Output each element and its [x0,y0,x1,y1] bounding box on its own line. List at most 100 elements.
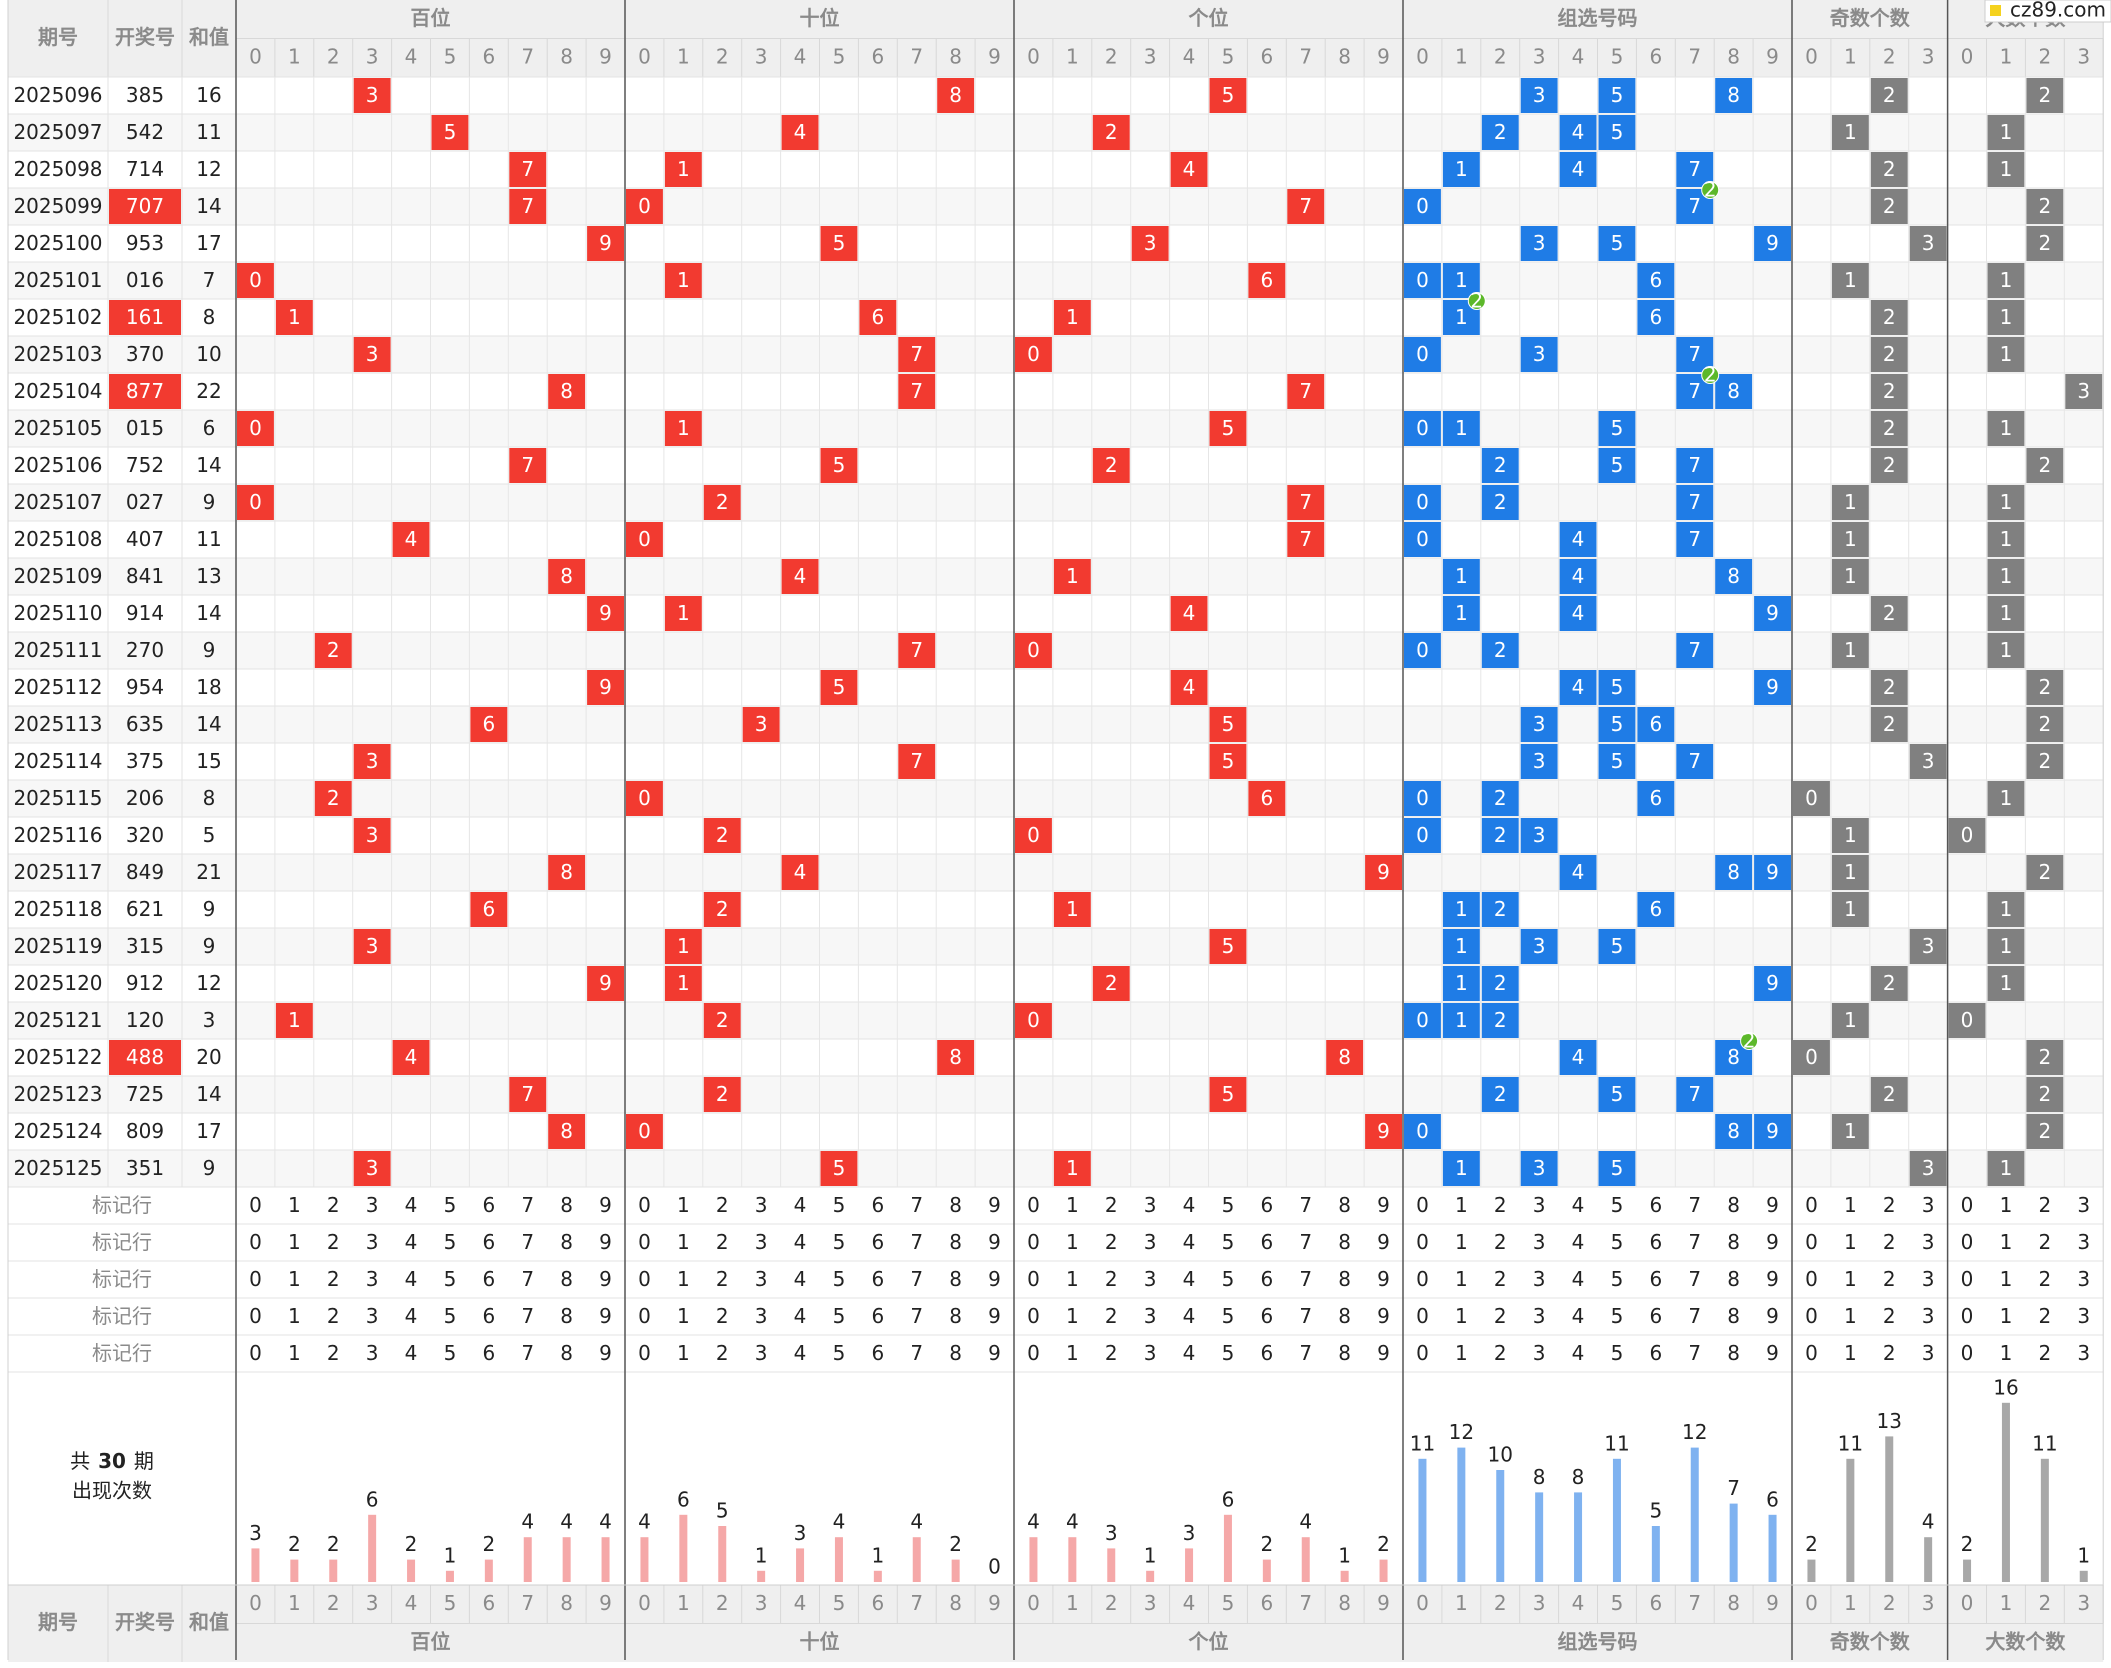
column-digit: 2 [1883,44,1896,68]
hit-cell [353,78,391,113]
section-title: 个位 [1188,6,1229,30]
column-digit: 7 [1299,44,1312,68]
mark-digit: 6 [1649,1267,1662,1291]
hit-cell [1015,337,1052,372]
column-digit: 5 [1222,1591,1235,1615]
hit-digit: 5 [1222,712,1235,736]
mark-digit: 4 [1183,1230,1196,1254]
hit-cell [353,744,391,779]
hit-cell [1481,485,1519,520]
mark-digit: 8 [1338,1230,1351,1254]
mark-digit: 5 [444,1304,457,1328]
mark-digit: 3 [1533,1267,1546,1291]
mark-digit: 8 [560,1304,573,1328]
column-digit: 9 [988,1591,1001,1615]
mark-digit: 5 [1222,1193,1235,1217]
hit-cell [1715,559,1753,594]
mark-digit: 8 [949,1193,962,1217]
column-digit: 3 [2077,1591,2090,1615]
hit-digit: 6 [1260,268,1273,292]
column-digit: 2 [2038,44,2051,68]
hit-cell [1870,411,1908,446]
hit-cell [1598,115,1636,150]
issue: 2025105 [13,416,102,440]
mark-digit: 0 [1416,1304,1429,1328]
hit-digit: 4 [1572,675,1585,699]
mark-digit: 1 [677,1304,690,1328]
hit-cell [1870,448,1908,483]
count-label: 12 [1449,1420,1474,1444]
mark-digit: 6 [871,1193,884,1217]
column-digit: 2 [716,44,729,68]
column-digit: 2 [327,44,340,68]
hit-digit: 5 [444,120,457,144]
mark-digit: 7 [910,1230,923,1254]
watermark-bg [1984,0,2111,23]
mark-digit: 1 [1844,1267,1857,1291]
column-digit: 5 [1611,44,1624,68]
hit-digit: 5 [1611,1082,1624,1106]
column-digit: 3 [2077,44,2090,68]
mark-digit: 5 [833,1193,846,1217]
draw-number: 120 [126,1008,164,1032]
hit-digit: 3 [366,823,379,847]
hit-cell [1481,818,1519,853]
mark-digit: 9 [599,1267,612,1291]
count-label: 3 [249,1521,262,1545]
hit-digit: 3 [1533,823,1546,847]
hit-digit: 8 [560,379,573,403]
column-digit: 1 [1844,44,1857,68]
sum: 11 [196,527,221,551]
hit-cell [1598,226,1636,261]
count-bar [1223,1514,1232,1582]
hit-cell [1598,411,1636,446]
draw-number: 370 [126,342,164,366]
hit-digit: 1 [2000,934,2013,958]
mark-digit: 6 [1260,1304,1273,1328]
hit-cell [1404,1114,1441,1149]
count-bar [679,1514,688,1582]
hit-digit: 1 [677,971,690,995]
row-bg [8,595,2104,632]
count-bar [523,1537,532,1582]
hit-cell [1754,1114,1791,1149]
issue: 2025113 [13,712,102,736]
column-digit: 3 [755,44,768,68]
hit-digit: 2 [1494,638,1507,662]
count-label: 11 [1838,1431,1863,1455]
hit-cell [1870,707,1908,742]
hit-cell [703,1003,741,1038]
row-bg [8,151,2104,188]
hit-cell [1870,78,1908,113]
hit-cell [1598,1151,1636,1186]
hit-digit: 0 [1416,638,1429,662]
draw-number: 161 [126,305,164,329]
count-bar [1418,1458,1427,1582]
mark-digit: 7 [521,1304,534,1328]
hit-cell [820,448,858,483]
hit-digit: 2 [1883,157,1896,181]
mark-digit: 1 [1066,1230,1079,1254]
column-digit: 1 [2000,44,2013,68]
hit-digit: 1 [1066,897,1079,921]
column-digit: 9 [988,44,1001,68]
mark-digit: 7 [521,1341,534,1365]
mark-digit: 6 [1260,1341,1273,1365]
mark-digit: 5 [1222,1230,1235,1254]
hit-cell [1404,263,1441,298]
draw-number: 752 [126,453,164,477]
mark-digit: 5 [444,1193,457,1217]
hit-cell [353,929,391,964]
sum: 13 [196,564,221,588]
count-label: 2 [949,1532,962,1556]
row-bg [8,77,2104,114]
hit-digit: 2 [1105,971,1118,995]
count-bar [1963,1559,1972,1582]
hit-cell [353,818,391,853]
hit-digit: 4 [1572,601,1585,625]
hit-cell [1520,78,1558,113]
hit-digit: 7 [1688,490,1701,514]
hit-cell [237,485,274,520]
hit-digit: 5 [833,231,846,255]
